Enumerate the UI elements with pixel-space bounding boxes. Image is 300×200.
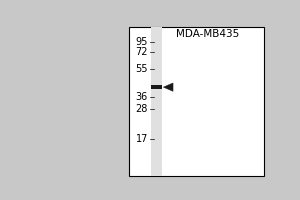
Bar bbox=[129, 27, 264, 176]
Text: 36: 36 bbox=[136, 92, 148, 102]
Text: 28: 28 bbox=[136, 104, 148, 114]
Text: 95: 95 bbox=[136, 37, 148, 47]
Text: 55: 55 bbox=[135, 64, 148, 74]
Bar bbox=[152, 85, 162, 89]
Bar bbox=[152, 27, 162, 176]
Text: 72: 72 bbox=[135, 47, 148, 57]
Text: 17: 17 bbox=[136, 134, 148, 144]
Polygon shape bbox=[163, 83, 173, 91]
Text: MDA-MB435: MDA-MB435 bbox=[176, 29, 239, 39]
